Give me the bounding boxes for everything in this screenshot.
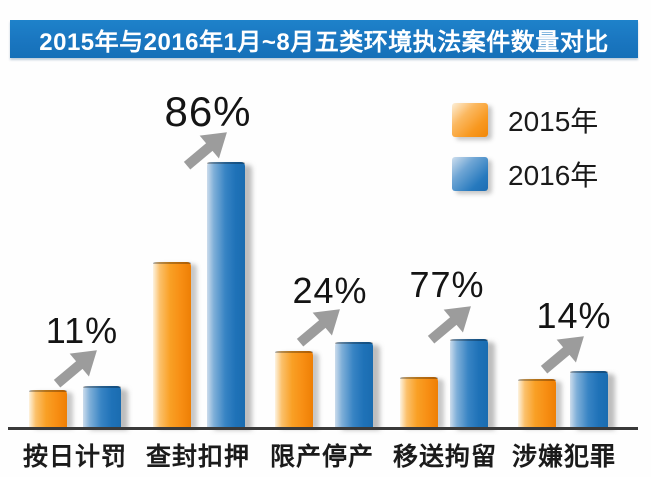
growth-arrow-icon	[427, 306, 471, 344]
bar-2015	[153, 262, 191, 427]
bar-2016	[83, 386, 121, 427]
growth-arrow-icon	[183, 132, 227, 170]
x-axis-line	[8, 427, 638, 430]
growth-label: 77%	[409, 264, 485, 305]
bar-2015	[29, 390, 67, 427]
bar-2015	[275, 351, 313, 427]
category-label: 限产停产	[269, 443, 375, 471]
category-label: 查封扣押	[145, 443, 251, 471]
growth-label: 86%	[164, 88, 252, 135]
category-label: 涉嫌犯罪	[511, 443, 617, 471]
legend-label-2015: 2015年	[508, 106, 599, 137]
bar-2016	[570, 371, 608, 427]
title-banner: 2015年与2016年1月~8月五类环境执法案件数量对比	[10, 20, 638, 58]
bar-2015	[518, 379, 556, 427]
chart-title: 2015年与2016年1月~8月五类环境执法案件数量对比	[39, 28, 609, 56]
growth-label: 24%	[292, 270, 368, 311]
bar-2015	[400, 377, 438, 427]
bar-2016	[450, 339, 488, 427]
growth-label: 14%	[536, 295, 612, 336]
bar-2016	[335, 342, 373, 427]
growth-arrow-icon	[53, 350, 97, 388]
legend-item-2015: 2015年	[452, 100, 598, 140]
growth-arrow-icon	[540, 336, 584, 374]
growth-label: 11%	[45, 310, 119, 351]
legend-swatch-2015	[452, 103, 488, 137]
category-label: 移送拘留	[392, 443, 498, 471]
bar-2016	[207, 162, 245, 427]
legend-swatch-2016	[452, 157, 488, 191]
legend-item-2016: 2016年	[452, 154, 598, 194]
legend-label-2016: 2016年	[508, 160, 599, 191]
category-label: 按日计罚	[22, 443, 128, 471]
growth-arrow-icon	[296, 309, 340, 347]
